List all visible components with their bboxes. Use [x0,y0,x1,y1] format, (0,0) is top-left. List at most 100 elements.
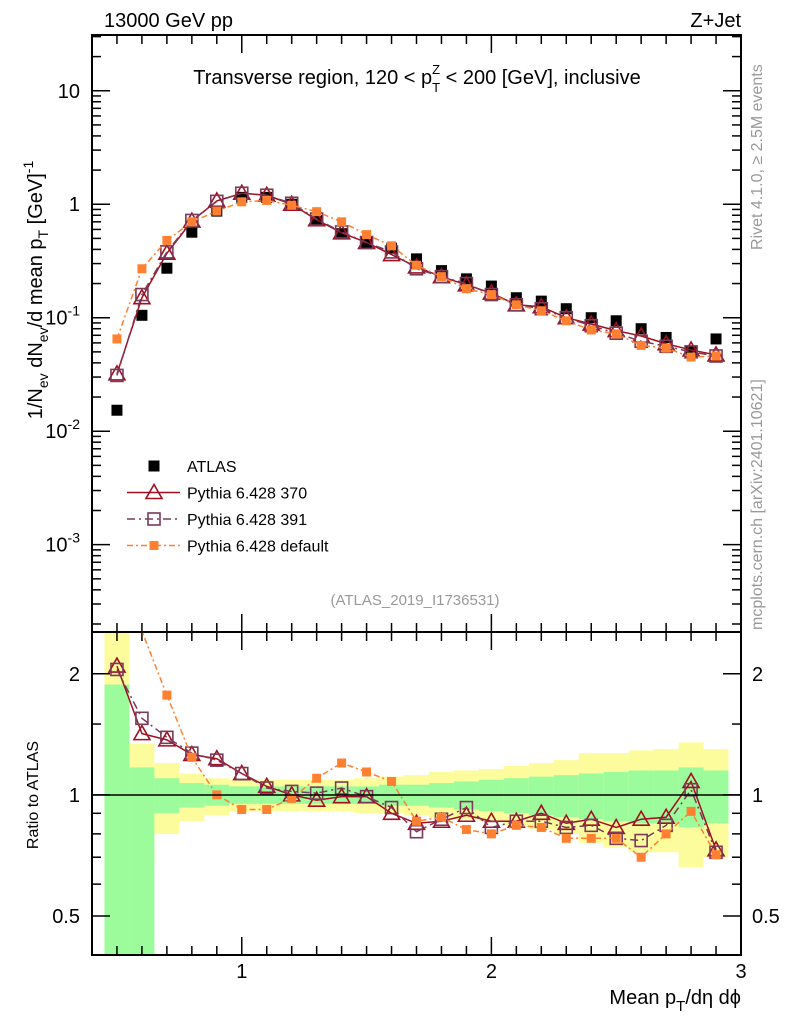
pythia-6-428-391-ratio-point [359,789,374,804]
mcplots-label: mcplots.cern.ch [arXiv:2401.10621] [749,379,766,630]
pythia-6-428-370-point [107,364,127,381]
pythia-6-428-default-point [636,340,646,350]
pythia-6-428-default-point [312,207,322,217]
pythia-6-428-default-ratio-point [187,752,197,762]
pythia-6-428-391-ratio-point [135,711,149,726]
pythia-6-428-391-ratio-point [160,730,174,745]
pythia-6-428-391-ratio-point [584,818,599,833]
pythia-6-428-default-ratio-point [362,767,372,777]
legend-label-pythia-6-428-370: Pythia 6.428 370 [187,486,307,503]
atlas-point [535,295,547,307]
band-green-bin [503,778,529,814]
band-green-bin [603,771,629,822]
pythia-6-428-391-point [185,213,199,228]
atlas-point [336,228,348,240]
pythia-6-428-default-point [486,290,496,300]
pythia-6-428-default-point [137,264,147,274]
x-tick-label: 1 [236,961,247,983]
pythia-6-428-default-line [116,199,717,358]
pythia-6-428-391-ratio-point [210,753,224,767]
pythia-6-428-391-ratio-point [259,781,274,795]
atlas-point [660,331,672,343]
atlas-point [460,273,472,285]
plot-title: Transverse region, 120 < pTZ < 200 [GeV]… [193,62,640,95]
pythia-6-428-default-point [511,300,521,310]
pythia-6-428-default-ratio-point [162,690,172,700]
pythia-6-428-370-point [332,223,351,240]
series-0 [111,191,722,416]
atlas-point [136,309,148,321]
pythia-6-428-default-ratio-point [436,812,446,822]
pythia-6-428-default-point [237,197,247,207]
pythia-6-428-default-ratio-point [262,804,272,814]
atlas-point [585,312,597,324]
pythia-6-428-370-ratio-point [556,813,576,831]
pythia-6-428-default-point [461,284,471,294]
pythia-6-428-default-ratio-point [287,793,297,803]
x-tick-label: 2 [486,961,497,983]
ratio-tick-label: 2 [69,664,80,686]
ratio-tick-label-right: 2 [752,664,763,686]
header-left: 13000 GeV pp [104,10,233,32]
legend-label-atlas: ATLAS [187,459,237,476]
pythia-6-428-default-point [162,235,172,245]
pythia-6-428-default-point [711,351,721,361]
legend-marker-pythia-6-428-391 [147,512,161,526]
pythia-6-428-370-point [382,244,401,262]
pythia-6-428-370-ratio-point [681,771,701,789]
atlas-point [186,226,198,238]
analysis-id: (ATLAS_2019_I1736531) [330,592,499,609]
series-3 [112,195,721,862]
band-green-bin [154,778,180,814]
ratio-tick-label-right: 0.5 [752,906,780,928]
pythia-6-428-370-ratio-point [631,809,651,827]
pythia-6-428-default-point [337,217,347,227]
pythia-6-428-default-ratio-point [711,850,721,860]
pythia-6-428-370-ratio-point [132,724,152,741]
pythia-6-428-370-ratio-point [207,749,227,766]
y-tick-label: 10 [58,81,80,103]
pythia-6-428-391-point [110,368,124,383]
pythia-6-428-default-ratio-point [486,829,496,839]
pythia-6-428-370-ratio-point [581,809,601,827]
atlas-point [610,315,622,327]
pythia-6-428-default-ratio-point [237,804,247,814]
pythia-6-428-default-point [561,316,571,326]
pythia-6-428-391-ratio-point [110,662,124,677]
uncertainty-bands [104,632,729,955]
pythia-6-428-default-ratio-point [387,776,397,786]
band-green-bin [628,770,654,824]
pythia-6-428-default-ratio-point [312,773,322,783]
atlas-point [710,333,722,345]
band-green-bin [653,770,679,824]
pythia-6-428-391-point [434,269,449,284]
pythia-6-428-default-ratio-point [661,829,671,839]
pythia-6-428-370-point [157,243,177,261]
pythia-6-428-370-ratio-point [107,656,127,673]
pythia-6-428-391-point [160,245,174,259]
ratio-tick-label: 1 [69,785,80,807]
pythia-6-428-default-ratio-point [536,822,546,832]
y-tick-label: 10-3 [45,530,80,557]
atlas-point [161,262,173,274]
atlas-point [111,404,123,416]
legend-label-pythia-6-428-391: Pythia 6.428 391 [187,512,307,529]
pythia-6-428-370-ratio-point [656,807,676,825]
ratio-panel-frame [91,631,742,956]
pythia-6-428-default-ratio-point [686,806,696,816]
header-right: Z+Jet [690,10,741,32]
x-axis-label: Mean pT/dη dϕ [609,987,741,1015]
pythia-6-428-default-point [187,217,197,227]
pythia-6-428-391-point [709,349,723,363]
pythia-6-428-391-ratio-point [459,800,474,815]
legend-marker-pythia-6-428-370 [144,482,164,500]
y-tick-label: 10-2 [45,416,80,443]
pythia-6-428-370-ratio-point [606,817,626,835]
ratio-tick-label-right: 1 [752,785,763,807]
x-tick-label: 3 [735,961,746,983]
pythia-6-428-default-point [536,306,546,316]
legend-marker-pythia-6-428-default [149,541,159,550]
legend-marker-atlas [148,460,160,472]
pythia-6-428-default-ratio-point [412,816,421,826]
pythia-6-428-391-ratio-point [384,800,399,815]
